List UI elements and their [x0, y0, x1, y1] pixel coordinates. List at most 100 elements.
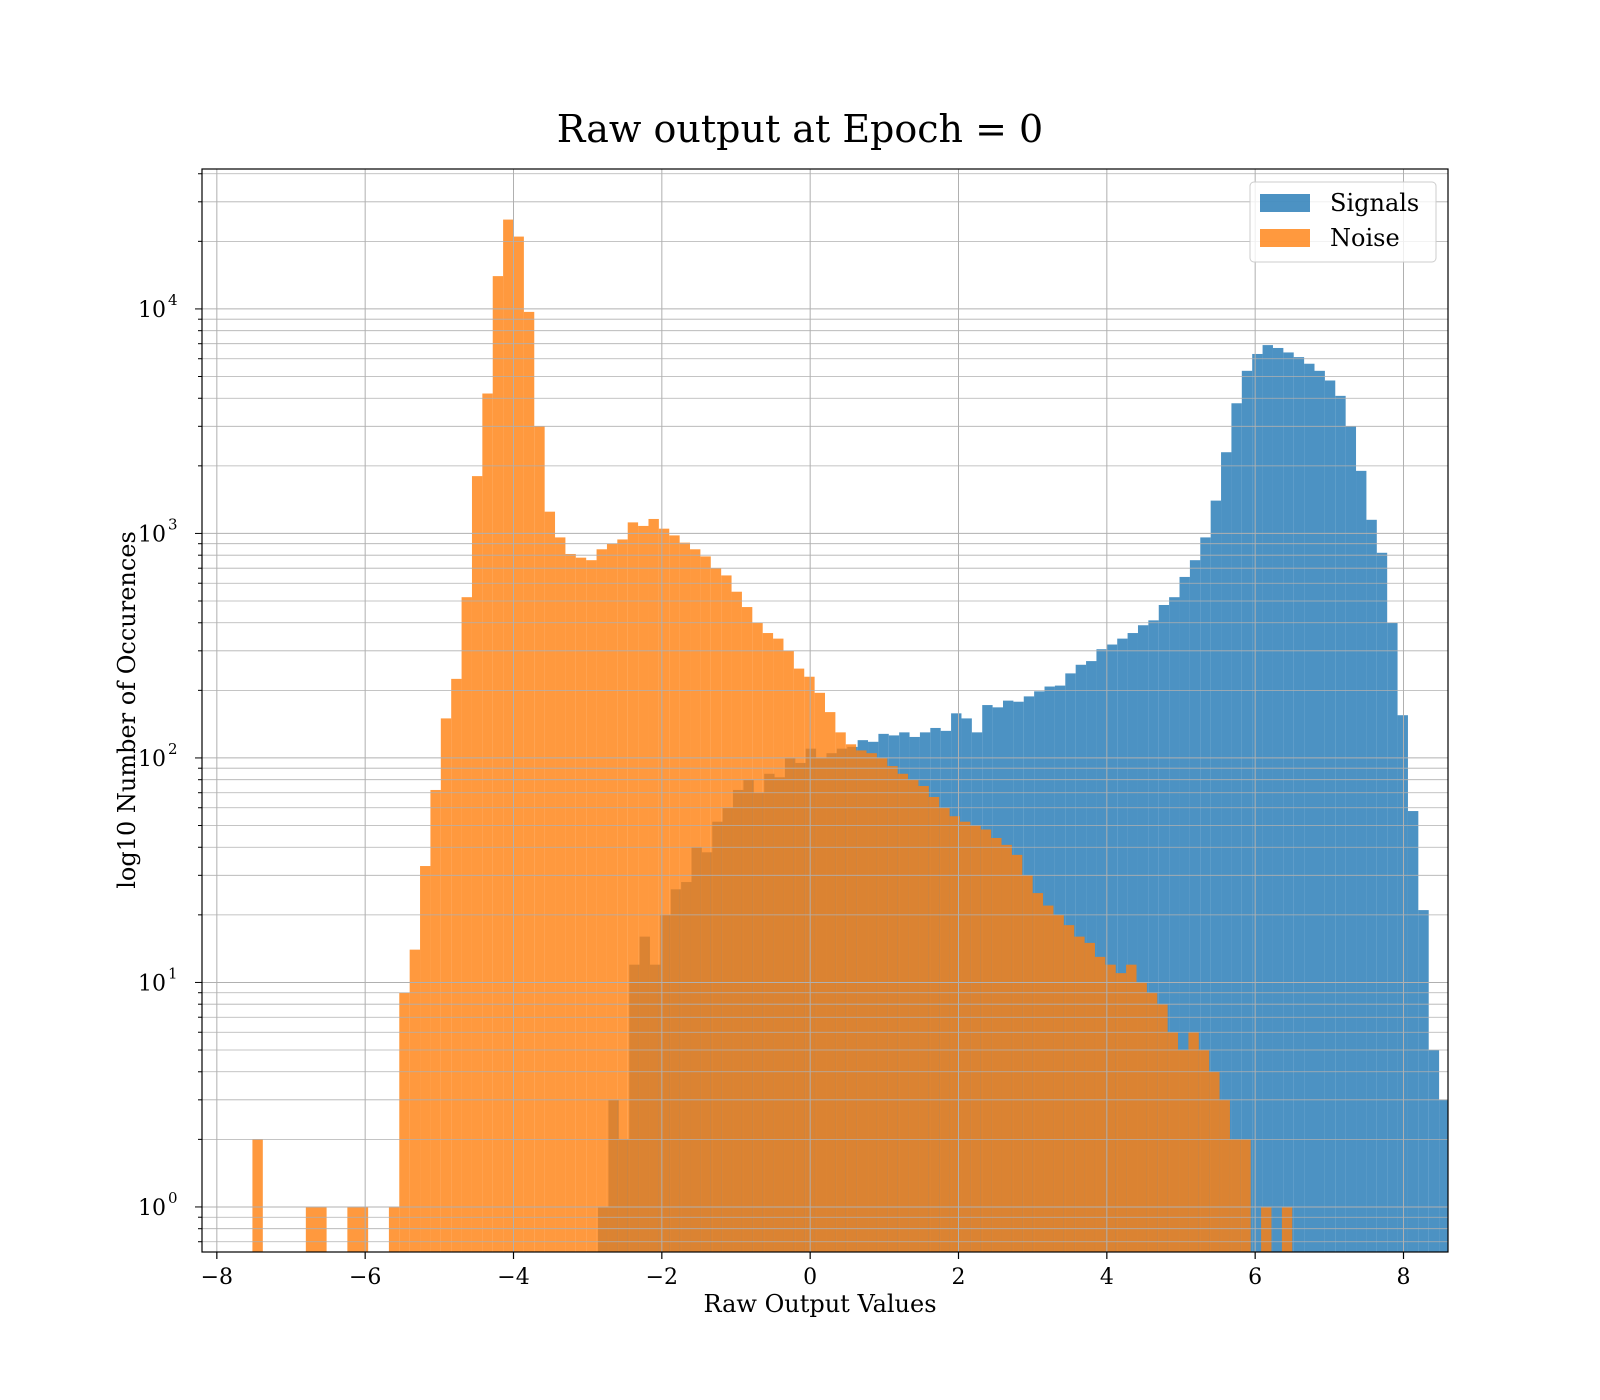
bar-noise-58	[959, 821, 971, 1252]
bar-signals-50	[1117, 638, 1128, 1252]
bar-noise-11	[471, 476, 483, 1252]
bar-signals-63	[1252, 353, 1263, 1253]
bar-signals-69	[1314, 370, 1325, 1253]
bar-signals-64	[1262, 345, 1273, 1253]
bar-noise-46	[835, 732, 846, 1252]
bar-noise-64	[1022, 875, 1033, 1252]
bars-layer	[252, 219, 1448, 1253]
bar-noise-78	[1167, 1032, 1179, 1252]
y-tick-label: 10	[138, 747, 166, 772]
bar-noise-47	[845, 744, 857, 1252]
bar-noise-35	[721, 575, 732, 1252]
bar-signals-52	[1137, 625, 1149, 1252]
bar-noise-8	[440, 718, 452, 1252]
bar-noise-32	[690, 549, 701, 1252]
bar-noise-74	[1126, 964, 1137, 1252]
legend-swatch-signals	[1260, 194, 1310, 212]
bar-noise-75	[1136, 982, 1147, 1252]
bar-noise-76	[1146, 992, 1158, 1252]
bar-noise-41	[783, 650, 794, 1252]
bar-noise-44	[814, 692, 825, 1252]
bar-noise-67	[1053, 914, 1064, 1252]
y-tick-exponent: 2	[168, 740, 178, 758]
bar-signals-66	[1283, 352, 1294, 1252]
bar-signals-81	[1439, 1099, 1448, 1252]
bar-noise-77	[1157, 1004, 1168, 1252]
bar-signals-55	[1169, 597, 1180, 1252]
bar-noise-18	[544, 511, 556, 1252]
x-tick-label: 6	[1248, 1265, 1262, 1290]
bar-signals-75	[1376, 552, 1388, 1252]
bar-noise-4	[399, 992, 410, 1252]
bar-noise-42	[793, 668, 805, 1252]
bar-noise-2	[347, 1206, 369, 1252]
bar-signals-70	[1324, 380, 1336, 1252]
bar-signals-57	[1189, 560, 1201, 1252]
bar-noise-57	[949, 816, 960, 1252]
bar-signals-80	[1428, 1050, 1440, 1252]
y-tick-label: 10	[138, 1196, 166, 1221]
y-axis-label: log10 Number of Occurences	[113, 531, 141, 889]
bar-noise-9	[451, 678, 462, 1252]
bar-signals-65	[1272, 347, 1284, 1253]
bar-noise-53	[908, 779, 919, 1252]
bar-noise-17	[534, 426, 545, 1252]
bar-noise-83	[1219, 1099, 1230, 1252]
bar-noise-36	[731, 591, 742, 1252]
legend-swatch-noise	[1260, 229, 1310, 247]
bar-noise-86	[1261, 1206, 1272, 1252]
x-axis-ticks: −8 −6 −4 −2 0 2 4 6 8	[201, 1252, 1411, 1290]
bar-noise-81	[1198, 1050, 1210, 1252]
x-tick-label: 2	[952, 1265, 966, 1290]
bar-noise-16	[523, 311, 535, 1252]
bar-signals-78	[1407, 811, 1419, 1252]
bar-noise-3	[388, 1206, 400, 1252]
bar-noise-28	[648, 518, 659, 1252]
bar-noise-70	[1084, 942, 1095, 1252]
bar-noise-84	[1229, 1139, 1241, 1252]
x-tick-label: −8	[201, 1265, 233, 1290]
bar-signals-73	[1356, 470, 1367, 1253]
bar-noise-85	[1240, 1139, 1251, 1252]
bar-noise-29	[658, 528, 670, 1252]
y-tick-exponent: 3	[168, 515, 178, 533]
bar-signals-58	[1200, 537, 1211, 1252]
bar-noise-40	[773, 638, 784, 1252]
x-axis-label: Raw Output Values	[703, 1290, 936, 1318]
bar-signals-77	[1397, 715, 1408, 1252]
bar-noise-13	[492, 276, 504, 1252]
y-tick-label: 10	[138, 522, 166, 547]
bar-signals-54	[1158, 604, 1170, 1252]
x-tick-label: 0	[803, 1265, 817, 1290]
bar-noise-60	[980, 829, 992, 1252]
bar-noise-22	[586, 560, 597, 1252]
bar-signals-49	[1106, 644, 1118, 1252]
bar-signals-60	[1221, 452, 1232, 1253]
bar-signals-51	[1127, 633, 1138, 1252]
bar-noise-51	[887, 766, 898, 1252]
bar-noise-63	[1011, 854, 1023, 1252]
bar-noise-7	[430, 789, 441, 1252]
legend-label-signals: Signals	[1330, 189, 1419, 217]
bar-noise-50	[876, 757, 888, 1252]
chart-title: Raw output at Epoch = 0	[557, 107, 1043, 151]
bar-noise-27	[638, 525, 649, 1252]
bar-noise-14	[503, 219, 514, 1253]
bar-noise-80	[1188, 1032, 1199, 1252]
bar-noise-26	[627, 522, 639, 1252]
bar-noise-34	[710, 568, 722, 1252]
bar-noise-79	[1178, 1050, 1189, 1252]
bar-noise-25	[617, 539, 628, 1252]
bar-noise-59	[970, 825, 981, 1252]
bar-noise-54	[918, 785, 929, 1252]
bar-signals-71	[1335, 395, 1346, 1252]
x-tick-label: 8	[1397, 1265, 1411, 1290]
bar-noise-68	[1063, 925, 1075, 1252]
x-tick-label: −2	[646, 1265, 678, 1290]
bar-signals-74	[1366, 519, 1377, 1252]
y-tick-exponent: 0	[168, 1189, 178, 1207]
bar-signals-72	[1345, 426, 1357, 1252]
x-tick-label: −4	[497, 1265, 529, 1290]
